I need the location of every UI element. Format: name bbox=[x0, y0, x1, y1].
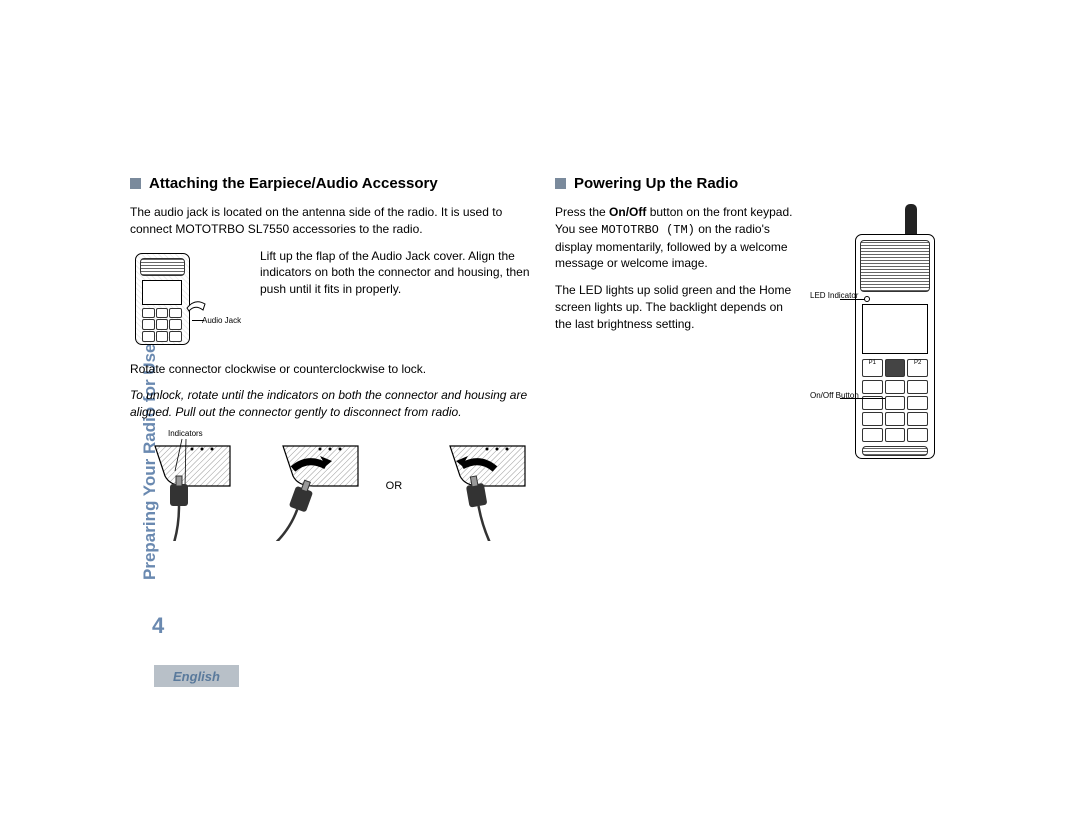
audiojack-label: Audio Jack bbox=[202, 316, 241, 325]
heading-bullet-icon bbox=[555, 178, 566, 189]
radio-top-illustration: Audio Jack bbox=[130, 248, 250, 348]
page-number: 4 bbox=[152, 613, 164, 639]
onoff-button-label: On/Off Button bbox=[810, 392, 859, 401]
connector-rotate-ccw-illustration bbox=[425, 431, 530, 541]
radio-full-illustration: P1 P2 bbox=[810, 204, 940, 464]
indicators-label: Indicators bbox=[168, 429, 203, 438]
language-tab: English bbox=[154, 665, 239, 687]
led-indicator-label: LED Indicator bbox=[810, 292, 858, 301]
paragraph-unlock-note: To unlock, rotate until the indicators o… bbox=[130, 387, 530, 421]
heading-text: Attaching the Earpiece/Audio Accessory bbox=[149, 175, 438, 192]
left-column: Attaching the Earpiece/Audio Accessory T… bbox=[130, 175, 530, 541]
paragraph-press-onoff: Press the On/Off button on the front key… bbox=[555, 204, 798, 272]
connector-rotate-cw-illustration bbox=[258, 431, 363, 541]
paragraph-audiojack-location: The audio jack is located on the antenna… bbox=[130, 204, 530, 238]
section-heading-attaching: Attaching the Earpiece/Audio Accessory bbox=[130, 175, 530, 192]
page-content: Attaching the Earpiece/Audio Accessory T… bbox=[130, 175, 940, 541]
or-label: OR bbox=[386, 480, 403, 492]
connector-aligned-illustration: Indicators bbox=[130, 431, 235, 541]
paragraph-led-green: The LED lights up solid green and the Ho… bbox=[555, 282, 798, 332]
connector-illustration-row: Indicators bbox=[130, 431, 530, 541]
section-heading-powering: Powering Up the Radio bbox=[555, 175, 940, 192]
heading-text: Powering Up the Radio bbox=[574, 175, 738, 192]
paragraph-rotate-lock: Rotate connector clockwise or counterclo… bbox=[130, 361, 530, 378]
right-column: Powering Up the Radio Press the On/Off b… bbox=[555, 175, 940, 541]
heading-bullet-icon bbox=[130, 178, 141, 189]
